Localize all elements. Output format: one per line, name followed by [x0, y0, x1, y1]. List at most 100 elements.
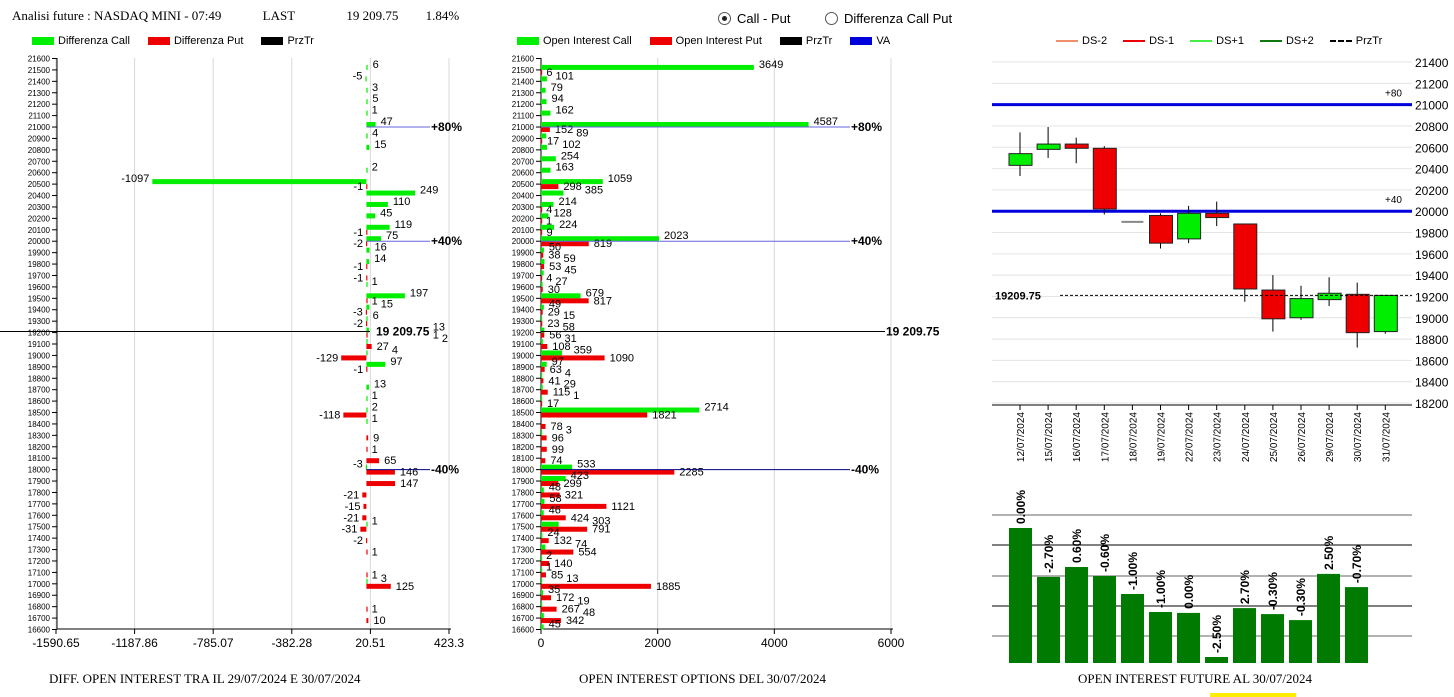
oi-chart-bar-label: 162	[555, 105, 573, 117]
candle-ytick-label: 18600	[1415, 354, 1449, 368]
oi-chart-bar-label: 342	[566, 615, 584, 627]
oi-chart-bar-label: 140	[554, 558, 572, 570]
oi-chart-bar-label: 17	[547, 135, 559, 147]
diff-chart-bar-label: -1	[353, 227, 363, 239]
diff-chart-bar	[366, 184, 368, 190]
oi-chart-bar-label: 23	[547, 318, 559, 330]
radio-unselected-icon	[825, 12, 838, 25]
oi-chart-bar	[541, 264, 545, 270]
diff-chart-ytick-label: 18900	[28, 363, 51, 372]
diff-chart-bar-label: 9	[373, 432, 379, 444]
diff-chart-xtick-label: -785.07	[193, 636, 234, 650]
diff-chart-ytick-label: 20900	[28, 134, 51, 143]
diff-chart-bar-label: 2	[372, 162, 378, 174]
candle-date-label: 12/07/2024	[1016, 412, 1027, 462]
diff-chart-ytick-label: 16900	[28, 591, 51, 600]
candle-ytick-label: 20600	[1415, 141, 1449, 155]
diff-chart-bar	[366, 344, 372, 349]
oi-chart-ytick-label: 19200	[512, 329, 535, 338]
candle-body	[1177, 212, 1202, 240]
diff-chart-ytick-label: 17600	[28, 511, 51, 520]
oi-chart-ytick-label: 20200	[512, 214, 535, 223]
oi-future-bar	[1345, 587, 1368, 663]
oi-future-bar-label: -0.30%	[1294, 578, 1308, 616]
diff-chart-bar	[366, 264, 368, 270]
diff-chart-bar-label: 13	[433, 322, 445, 334]
oi-chart-ytick-label: 19500	[512, 294, 535, 303]
candle-date-label: 24/07/2024	[1241, 412, 1252, 462]
diff-chart-ytick-label: 18500	[28, 409, 51, 418]
diff-chart-bar	[366, 366, 368, 372]
oi-chart-ytick-label: 20900	[512, 134, 535, 143]
oi-chart-bar	[541, 184, 559, 190]
legend-swatch	[517, 37, 539, 45]
legend-swatch	[850, 37, 873, 45]
oi-chart-xtick-label: 6000	[878, 636, 905, 650]
oi-chart-bar	[541, 412, 648, 418]
oi-chart-ytick-label: 19900	[512, 249, 535, 258]
candle-date-label: 26/07/2024	[1297, 412, 1308, 462]
radio-call-put[interactable]: Call - Put	[718, 11, 790, 26]
oi-future-bar-label: -0.60%	[1098, 534, 1112, 572]
candle-ytick-label: 19800	[1415, 227, 1449, 241]
oi-future-bar-label: 2.70%	[1238, 570, 1252, 604]
diff-chart-bar-label: 1	[433, 330, 439, 342]
oi-chart-bar	[541, 560, 550, 566]
candle-level-label: +80	[1385, 89, 1402, 100]
candle-body	[1036, 143, 1061, 150]
oi-chart-bar	[541, 624, 544, 630]
diff-chart-bar-label: 1	[372, 276, 378, 288]
diff-chart-bar	[366, 396, 368, 402]
legend-middle: Open Interest Call Open Interest Put Prz…	[517, 35, 890, 47]
diff-chart-bar	[366, 327, 369, 333]
oi-chart-bar-label: 3649	[759, 59, 783, 71]
oi-chart-bar	[541, 218, 543, 224]
diff-chart-bar-label: -5	[353, 70, 363, 82]
oi-chart-bar-label: 74	[575, 539, 587, 551]
oi-chart-xtick-label: 0	[538, 636, 545, 650]
oi-chart-bar-label: 48	[549, 481, 561, 493]
diff-chart-bar	[366, 350, 368, 356]
price-label-middle: 19 209.75	[886, 324, 940, 338]
instrument-title: Analisi future : NASDAQ MINI - 07:49	[12, 8, 222, 23]
diff-chart-bar	[366, 418, 368, 424]
oi-chart-bar	[541, 156, 556, 162]
diff-chart-ytick-label: 16800	[28, 603, 51, 612]
oi-chart-bar	[541, 476, 566, 482]
oi-chart-bar-label: 27	[555, 276, 567, 288]
diff-chart-ytick-label: 18700	[28, 386, 51, 395]
oi-chart-bar	[541, 213, 549, 219]
diff-chart-ytick-label: 21300	[28, 89, 51, 98]
candle-body	[1233, 223, 1258, 290]
oi-future-bar-label: 0.00%	[1182, 575, 1196, 609]
diff-chart-ytick-label: 21500	[28, 66, 51, 75]
diff-chart-bar-label: 27	[377, 341, 389, 353]
radio-diff-call-put[interactable]: Differenza Call Put	[825, 11, 952, 26]
oi-chart-bar	[541, 590, 544, 596]
diff-chart-level-label: +80%	[431, 120, 462, 134]
oi-chart-bar	[541, 595, 552, 601]
diff-chart-xtick-label: 20.51	[355, 636, 385, 650]
oi-chart-bar	[541, 572, 546, 578]
oi-chart-ytick-label: 17500	[512, 523, 535, 532]
candle-date-label: 18/07/2024	[1128, 412, 1139, 462]
oi-chart-bar-label: 4	[546, 272, 552, 284]
oi-chart-ytick-label: 18000	[512, 466, 535, 475]
oi-chart-bar	[541, 99, 547, 105]
diff-chart-bar-label: 14	[374, 253, 386, 265]
diff-chart-xtick-label: -1187.86	[111, 636, 158, 650]
oi-chart-bar	[541, 206, 543, 212]
diff-chart-bar	[366, 481, 396, 487]
oi-chart-bar	[541, 613, 544, 619]
diff-chart-ytick-label: 16700	[28, 614, 51, 623]
diff-chart-bar-label: 1	[372, 516, 378, 528]
oi-chart-bar	[541, 464, 573, 470]
diff-chart-bar	[366, 275, 368, 281]
diff-chart-bar-label: 119	[395, 219, 413, 231]
oi-chart-ytick-label: 21500	[512, 66, 535, 75]
candle-body	[1092, 147, 1117, 210]
legend-label: VA	[876, 35, 891, 47]
oi-future-bar	[1177, 612, 1200, 663]
oi-chart-bar-label: 2	[546, 550, 552, 562]
oi-chart-bar	[541, 87, 546, 93]
